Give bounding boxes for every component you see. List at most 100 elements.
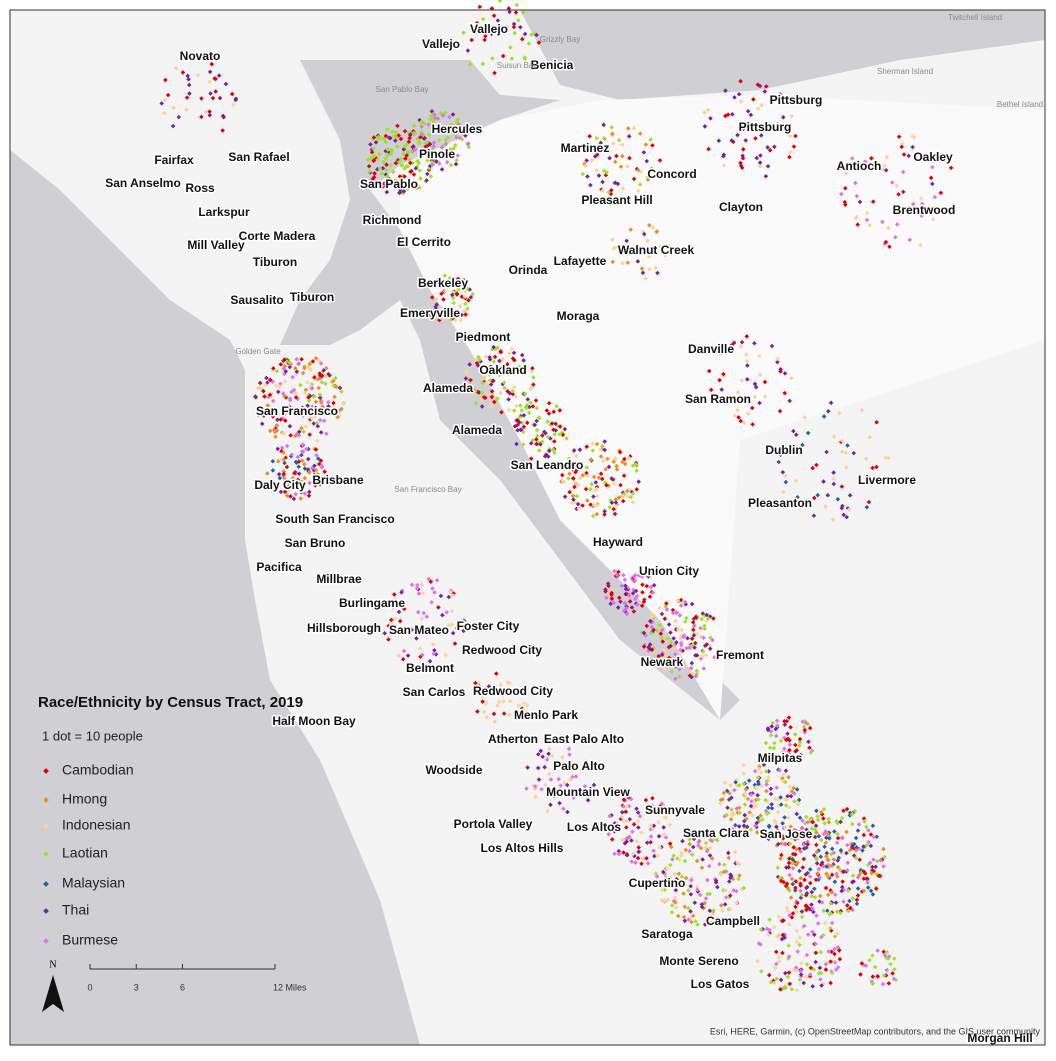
frame (9, 9, 1046, 1046)
population-dot (813, 827, 818, 833)
legend-label: Malaysian (62, 875, 125, 891)
map-title: Race/Ethnicity by Census Tract, 2019 (38, 694, 303, 711)
population-dot (615, 605, 621, 610)
population-dot (778, 856, 783, 861)
population-dot (824, 850, 830, 856)
population-dot (284, 443, 290, 449)
population-dot (591, 782, 597, 788)
population-dot (859, 407, 865, 413)
population-dot (479, 390, 485, 396)
population-dot (573, 480, 578, 485)
population-dot (796, 835, 801, 841)
population-dot (427, 658, 433, 664)
population-dot (402, 128, 408, 134)
population-dot (307, 480, 312, 486)
population-dot (616, 495, 622, 500)
population-dot (783, 841, 788, 847)
population-dot (826, 409, 831, 414)
population-dot (812, 834, 818, 840)
population-dot (302, 462, 307, 467)
population-dot (635, 259, 641, 264)
place-label: Atherton (488, 732, 538, 746)
place-label: Mill Valley (187, 238, 245, 252)
water-label: Grizzly Bay (540, 35, 580, 44)
population-dot (597, 447, 603, 452)
population-dot (702, 124, 708, 129)
population-dot (294, 460, 299, 465)
population-dot (477, 684, 482, 689)
population-dot (472, 686, 477, 691)
population-dot (417, 646, 422, 651)
population-dot (591, 474, 597, 480)
population-dot (752, 381, 758, 387)
population-dot (766, 805, 771, 811)
population-dot (662, 898, 667, 904)
place-label: East Palo Alto (544, 732, 624, 746)
population-dot (693, 615, 699, 620)
population-dot (393, 178, 398, 183)
population-dot (825, 493, 831, 498)
population-dot (785, 793, 790, 799)
population-dot (715, 884, 720, 890)
population-dot (717, 861, 722, 867)
population-dot (801, 842, 806, 847)
population-dot (495, 703, 500, 708)
population-dot (305, 456, 311, 462)
population-dot (693, 640, 698, 646)
population-dot (805, 820, 811, 825)
population-dot (790, 911, 796, 916)
legend-label: Hmong (62, 791, 107, 807)
population-dot (420, 591, 426, 596)
population-dot (452, 641, 458, 646)
population-dot (429, 599, 434, 605)
population-dot (275, 417, 280, 423)
population-dot (783, 970, 788, 976)
population-dot (499, 409, 504, 415)
population-dot (875, 974, 880, 979)
population-dot (617, 595, 622, 601)
population-dot (562, 426, 568, 432)
population-dot (805, 500, 811, 506)
population-dot (173, 65, 179, 71)
population-dot (528, 400, 533, 405)
population-dot (891, 976, 897, 982)
population-dot (839, 815, 845, 821)
population-dot (264, 375, 269, 381)
population-dot (813, 950, 819, 956)
population-dot (519, 352, 525, 358)
population-dot (312, 413, 318, 418)
population-dot (570, 493, 576, 499)
population-dot (836, 410, 842, 416)
population-dot (274, 483, 279, 489)
place-label: Livermore (858, 473, 916, 487)
population-dot (623, 809, 629, 815)
population-dot (763, 797, 768, 803)
population-dot (309, 415, 314, 421)
population-dot (788, 724, 793, 730)
population-dot (624, 803, 630, 809)
place-label: Campbell (706, 914, 760, 928)
population-dot (746, 778, 752, 783)
population-dot (478, 371, 483, 376)
place-label: Redwood City (462, 643, 542, 657)
place-label: Novato (180, 49, 221, 63)
population-dot (588, 502, 593, 507)
population-dot (821, 831, 827, 837)
population-dot (640, 590, 645, 595)
population-dot (311, 421, 317, 426)
legend-swatch (43, 797, 49, 803)
population-dot (483, 354, 489, 359)
population-dot (583, 486, 589, 492)
population-dot (738, 344, 744, 349)
population-dot (702, 626, 708, 631)
population-dot (327, 373, 332, 378)
population-dot (415, 582, 420, 588)
population-dot (326, 404, 331, 409)
population-dot (495, 345, 500, 351)
population-dot (547, 771, 552, 777)
population-dot (639, 266, 645, 271)
population-dot (611, 459, 617, 464)
population-dot (654, 874, 660, 879)
population-dot (270, 468, 276, 473)
legend-label: Thai (62, 902, 89, 918)
